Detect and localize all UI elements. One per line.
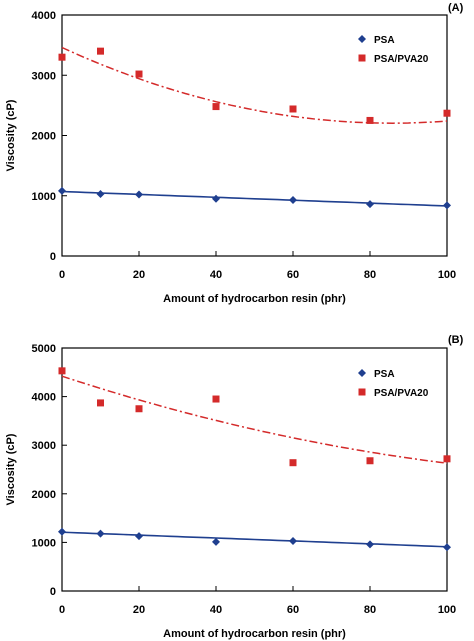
legend-marker-psa-pva20 — [358, 388, 366, 396]
legend-marker-psa — [358, 369, 366, 377]
y-tick-label: 1000 — [32, 537, 56, 549]
x-tick-label: 100 — [438, 269, 456, 281]
data-point-psa-pva20 — [58, 53, 66, 61]
data-point-psa — [289, 195, 297, 204]
x-axis-label: Amount of hydrocarbon resin (phr) — [163, 628, 346, 640]
data-point-psa — [366, 540, 374, 549]
data-point-psa-pva20 — [97, 47, 104, 55]
data-point-psa — [58, 527, 66, 536]
y-tick-label: 3000 — [32, 70, 56, 82]
x-axis-label: Amount of hydrocarbon resin (phr) — [163, 293, 346, 305]
y-tick-label: 0 — [50, 251, 56, 263]
data-point-psa-pva20 — [366, 457, 374, 465]
trend-line-psa — [61, 190, 448, 207]
data-point-psa — [289, 536, 297, 545]
data-point-psa-pva20 — [366, 116, 374, 124]
trend-line-psa-pva20 — [61, 46, 448, 124]
data-point-psa-pva20 — [135, 70, 143, 78]
x-tick-label: 40 — [210, 604, 222, 616]
data-point-psa — [135, 532, 143, 541]
x-tick-label: 60 — [287, 269, 299, 281]
chart-panel-b: 0 1000 2000 3000 4000 5000 0 20 40 60 80 100 Amount … — [5, 334, 464, 640]
chart-panel-a: 0 1000 2000 3000 4000 0 20 40 60 80 100 Amount of h… — [5, 2, 464, 305]
legend-label-psa-pva20: PSA/PVA20 — [374, 54, 429, 65]
x-tick-label: 80 — [364, 604, 376, 616]
data-point-psa-pva20 — [135, 405, 143, 413]
plot-frame — [61, 347, 448, 592]
x-tick-label: 40 — [210, 269, 222, 281]
x-tick-label: 20 — [133, 269, 145, 281]
panel-label: (B) — [448, 334, 464, 346]
legend-label-psa: PSA — [374, 369, 395, 380]
x-tick-label: 100 — [438, 604, 456, 616]
y-tick-label: 3000 — [32, 440, 56, 452]
x-tick-label: 0 — [59, 604, 65, 616]
legend-marker-psa-pva20 — [358, 54, 366, 62]
y-tick-label: 4000 — [32, 10, 56, 22]
x-tick-label: 60 — [287, 604, 299, 616]
legend-label-psa: PSA — [374, 35, 395, 46]
y-axis-label: Viscosity (cP) — [5, 99, 17, 171]
x-tick-label: 20 — [133, 604, 145, 616]
data-point-psa-pva20 — [289, 459, 297, 467]
data-point-psa-pva20 — [443, 109, 451, 117]
data-point-psa — [96, 529, 105, 538]
x-tick-label: 80 — [364, 269, 376, 281]
data-point-psa — [212, 194, 220, 203]
data-point-psa-pva20 — [289, 105, 297, 113]
legend-marker-psa — [358, 35, 366, 43]
data-point-psa-pva20 — [212, 103, 220, 111]
y-tick-label: 5000 — [32, 343, 56, 355]
trend-line-psa — [61, 531, 448, 548]
data-point-psa-pva20 — [443, 455, 451, 463]
trend-line-psa-pva20 — [61, 375, 448, 464]
data-point-psa — [443, 543, 451, 552]
data-point-psa — [443, 201, 451, 210]
y-tick-label: 1000 — [32, 191, 56, 203]
data-point-psa-pva20 — [58, 367, 66, 375]
y-axis-label: Viscosity (cP) — [5, 433, 17, 505]
data-point-psa — [96, 189, 105, 198]
y-tick-label: 0 — [50, 586, 56, 598]
data-point-psa — [212, 537, 220, 546]
data-point-psa — [366, 200, 374, 209]
y-tick-label: 2000 — [32, 131, 56, 143]
y-tick-label: 4000 — [32, 392, 56, 404]
legend-label-psa-pva20: PSA/PVA20 — [374, 388, 429, 399]
data-point-psa-pva20 — [97, 399, 104, 407]
plot-frame — [61, 14, 448, 257]
y-tick-label: 2000 — [32, 489, 56, 501]
data-point-psa — [58, 186, 66, 195]
data-point-psa-pva20 — [212, 395, 220, 403]
x-tick-label: 0 — [59, 269, 65, 281]
panel-label: (A) — [448, 2, 464, 14]
data-point-psa — [135, 190, 143, 199]
